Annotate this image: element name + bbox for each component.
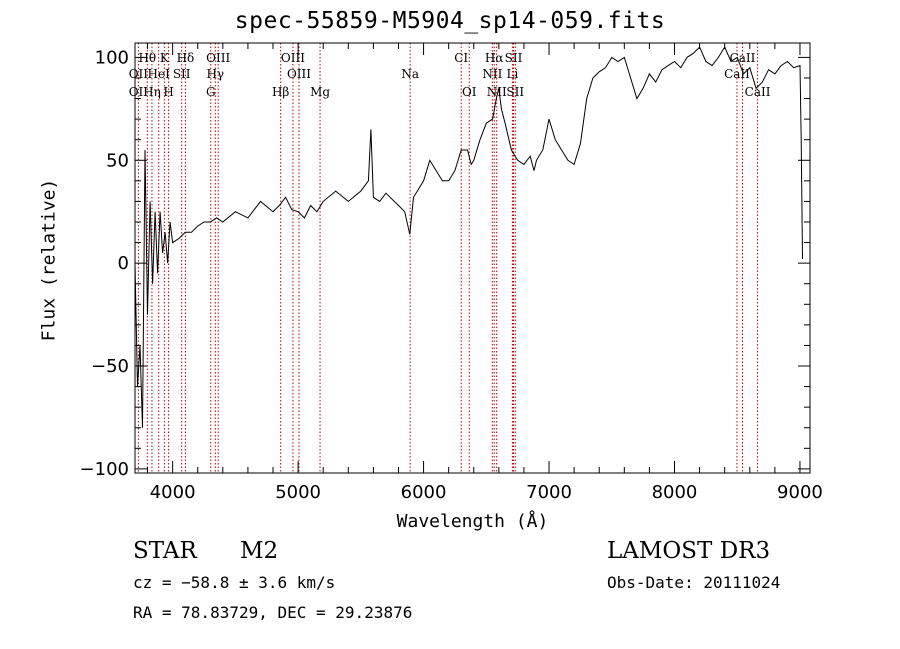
x-tick-label: 4000: [150, 482, 196, 503]
line-label: Hγ: [206, 67, 224, 81]
line-label: SII: [506, 85, 524, 99]
line-label: Na: [401, 67, 419, 81]
line-label: OII: [129, 85, 149, 99]
line-label: Hα: [485, 51, 504, 65]
survey-name: LAMOST DR3: [607, 538, 771, 564]
y-axis-label: Flux (relative): [38, 178, 60, 342]
spectral-subclass: M2: [240, 538, 279, 564]
line-label: K: [160, 51, 170, 65]
line-label: Hθ: [138, 51, 156, 65]
x-tick-label: 7000: [526, 482, 572, 503]
line-label: Hβ: [272, 85, 289, 99]
flux-series-line: [134, 46, 803, 428]
line-label: OIII: [281, 51, 305, 65]
line-label: OIII: [206, 51, 230, 65]
redshift-cz: cz = −58.8 ± 3.6 km/s: [133, 573, 336, 592]
line-label: SII: [173, 67, 191, 81]
x-tick-label: 9000: [777, 482, 823, 503]
line-label: G: [206, 85, 216, 99]
x-tick-label: 6000: [401, 482, 447, 503]
y-tick-label: 0: [118, 253, 129, 274]
y-tick-label: 100: [95, 47, 129, 68]
line-label: Hδ: [177, 51, 195, 65]
x-tick-label: 8000: [652, 482, 698, 503]
ra-dec-coordinates: RA = 78.83729, DEC = 29.23876: [133, 603, 413, 622]
chart-title: spec-55859-M5904_sp14-059.fits: [234, 8, 666, 34]
y-axis-ticks: −100 −50 0 50 100: [80, 47, 810, 480]
line-label: SII: [505, 51, 523, 65]
line-label: H: [163, 85, 173, 99]
object-class: STAR: [133, 538, 197, 564]
x-axis-label: Wavelength (Å): [396, 511, 549, 532]
y-tick-label: −100: [80, 459, 129, 480]
plot-frame: [134, 42, 811, 474]
x-axis-ticks: 4000 5000 6000 7000 8000 9000: [147, 43, 823, 503]
line-label: HeI: [148, 67, 171, 81]
x-tick-label: 5000: [275, 482, 321, 503]
line-label: CaII: [730, 51, 756, 65]
y-tick-label: 50: [106, 150, 129, 171]
line-label: OIII: [287, 67, 311, 81]
observation-date: Obs-Date: 20111024: [607, 573, 781, 592]
line-label: CaII: [745, 85, 771, 99]
line-label: OII: [129, 67, 149, 81]
line-label: CaII: [724, 67, 750, 81]
line-label: NII: [482, 67, 502, 81]
line-label: Hη: [143, 85, 161, 99]
y-tick-label: −50: [91, 356, 129, 377]
line-label: OI: [462, 85, 477, 99]
line-label: Mg: [310, 85, 330, 99]
line-label: Li: [506, 67, 518, 81]
line-label: CI: [454, 51, 468, 65]
spectral-line-markers: [137, 43, 759, 473]
line-label: NII: [487, 85, 507, 99]
